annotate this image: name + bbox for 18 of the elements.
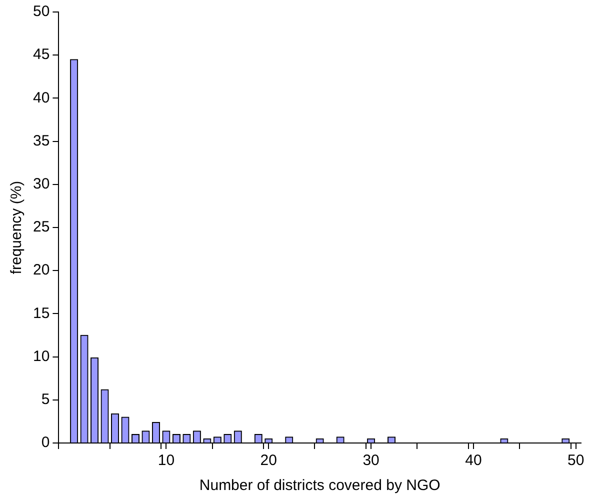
y-tick-label: 0 (41, 434, 50, 452)
x-tick-label: 40 (465, 452, 482, 470)
y-tick-label: 50 (32, 3, 50, 20)
y-tick-label: 45 (32, 46, 50, 64)
y-tick-label: 10 (32, 348, 50, 365)
y-tick-label: 15 (32, 304, 50, 322)
x-axis-title: Number of districts covered by NGO (199, 477, 440, 494)
y-tick-label: 30 (32, 176, 50, 193)
y-tick-label: 5 (41, 391, 50, 408)
y-tick-label: 35 (32, 132, 50, 150)
y-tick-label: 40 (32, 89, 50, 106)
y-axis-title: frequency (%) (8, 180, 26, 274)
x-tick-label: 30 (362, 452, 380, 470)
x-tick-label: 10 (158, 452, 175, 470)
y-tick-label: 25 (32, 218, 50, 236)
x-tick-label: 50 (568, 452, 584, 470)
x-tick-label: 20 (260, 452, 277, 470)
y-tick-label: 20 (32, 262, 50, 279)
